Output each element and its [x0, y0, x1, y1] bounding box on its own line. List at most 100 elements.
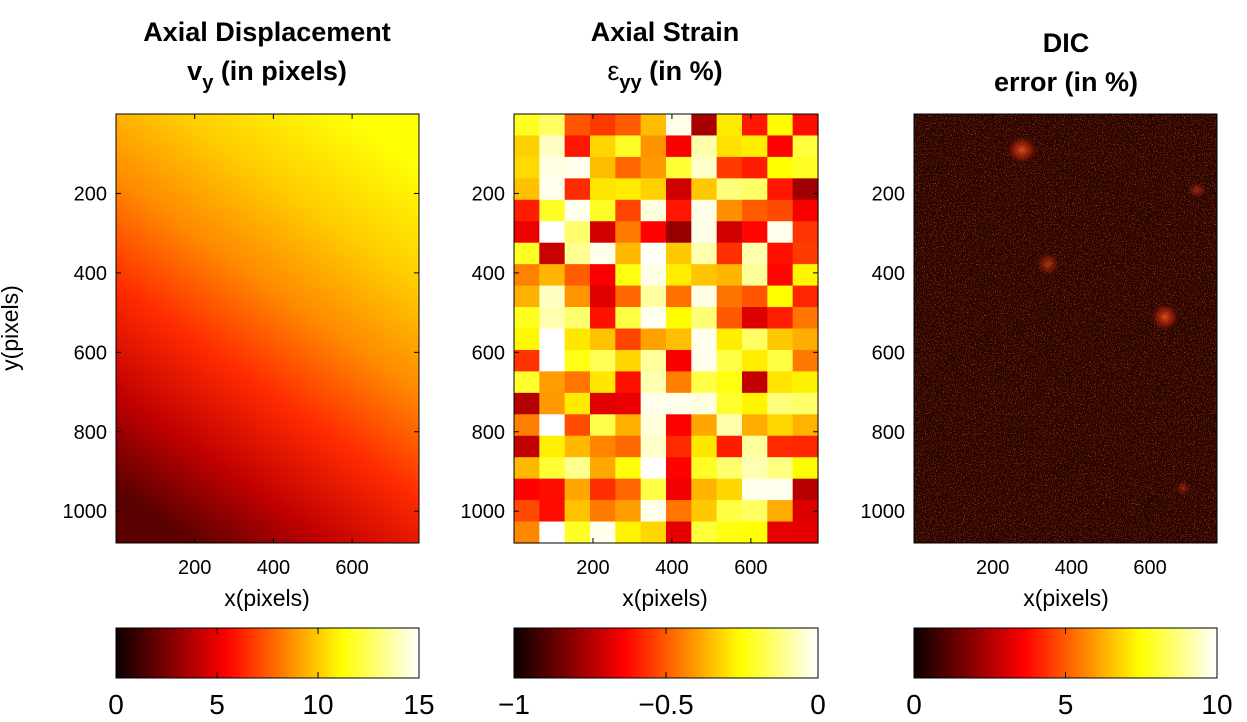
strain-cell	[564, 478, 591, 501]
strain-cell	[767, 478, 794, 501]
strain-cell	[792, 156, 819, 179]
strain-cell	[691, 392, 718, 415]
strain-cell	[691, 500, 718, 523]
y-tick-label: 1000	[63, 501, 108, 523]
strain-cell	[767, 285, 794, 308]
y-tick-label: 800	[74, 422, 107, 444]
strain-cell	[564, 521, 591, 544]
strain-cell	[514, 478, 540, 501]
strain-cell	[691, 414, 718, 437]
strain-cell	[564, 414, 591, 437]
strain-cell	[792, 521, 819, 544]
strain-cell	[792, 307, 819, 330]
strain-cell	[742, 521, 768, 544]
strain-cell	[564, 135, 591, 158]
strain-cell	[514, 392, 540, 415]
colorbar-tick-label: −1	[498, 689, 530, 720]
strain-cell	[539, 135, 566, 158]
strain-cell	[564, 221, 591, 244]
strain-cell	[514, 307, 540, 330]
strain-cell	[716, 349, 743, 372]
strain-cell	[767, 371, 794, 394]
strain-cell	[590, 478, 616, 501]
panel1-ylabel: y(pixels)	[0, 285, 23, 371]
strain-cell	[691, 307, 718, 330]
strain-cell	[514, 199, 540, 222]
strain-cell	[590, 392, 616, 415]
strain-cell	[590, 114, 616, 137]
strain-cell	[514, 285, 540, 308]
strain-cell	[564, 285, 591, 308]
panel3-axes-box	[913, 113, 1218, 544]
x-tick-label: 400	[1055, 557, 1088, 579]
strain-cell	[716, 307, 743, 330]
colorbar2-ticks: −1 −0.5 0	[498, 628, 826, 720]
panel-axial-displacement: Axial Displacement vy (in pixels) 200 400…	[0, 17, 435, 720]
strain-cell	[615, 178, 642, 201]
strain-cell	[742, 478, 768, 501]
strain-cell	[564, 500, 591, 523]
strain-cell	[792, 349, 819, 372]
strain-cell	[742, 199, 768, 222]
strain-cell	[640, 500, 667, 523]
strain-cell	[767, 392, 794, 415]
strain-cell	[539, 521, 566, 544]
x-tick-label: 200	[576, 557, 609, 579]
strain-cell	[590, 156, 616, 179]
strain-cell	[742, 414, 768, 437]
strain-cell	[716, 135, 743, 158]
strain-cell	[666, 264, 692, 287]
strain-cell	[640, 392, 667, 415]
strain-cell	[792, 414, 819, 437]
panel2-title-line2: εyy (in %)	[607, 56, 722, 94]
strain-cell	[716, 114, 743, 137]
x-tick-label: 200	[976, 557, 1009, 579]
strain-cell	[716, 478, 743, 501]
strain-cell	[742, 242, 768, 265]
strain-cell	[691, 135, 718, 158]
panel1-ticks: 200 400 600 200 400 600 800 1000	[63, 114, 419, 579]
y-tick-label: 800	[472, 422, 505, 444]
strain-cell	[514, 457, 540, 480]
strain-cell	[564, 435, 591, 458]
strain-cell	[742, 156, 768, 179]
strain-cell	[640, 435, 667, 458]
strain-cell	[615, 135, 642, 158]
y-tick-label: 800	[872, 422, 905, 444]
y-tick-label: 400	[74, 263, 107, 285]
strain-cell	[590, 371, 616, 394]
panel3-title-line1: DIC	[1043, 28, 1090, 58]
strain-cell	[640, 457, 667, 480]
colorbar-tick-label: 5	[1058, 689, 1074, 720]
strain-cell	[666, 435, 692, 458]
strain-cell	[615, 500, 642, 523]
x-tick-label: 400	[257, 557, 290, 579]
strain-cell	[514, 242, 540, 265]
strain-cell	[590, 199, 616, 222]
colorbar1-ticks: 0 5 10 15	[108, 628, 435, 720]
strain-cell	[514, 500, 540, 523]
strain-cell	[514, 521, 540, 544]
strain-cell	[691, 114, 718, 137]
strain-cell	[666, 349, 692, 372]
strain-cell	[539, 156, 566, 179]
strain-cell	[742, 500, 768, 523]
colorbar-strain	[513, 627, 819, 679]
strain-cell	[767, 457, 794, 480]
strain-cell	[767, 242, 794, 265]
strain-cell	[590, 135, 616, 158]
strain-cell	[792, 264, 819, 287]
strain-cell	[539, 435, 566, 458]
strain-cell	[767, 328, 794, 351]
strain-cell	[640, 478, 667, 501]
strain-cell	[716, 457, 743, 480]
strain-cell	[767, 349, 794, 372]
strain-cell	[514, 349, 540, 372]
strain-cell	[640, 114, 667, 137]
colorbar-tick-label: 0	[906, 689, 922, 720]
strain-cell	[640, 156, 667, 179]
strain-cell	[716, 285, 743, 308]
colorbar-tick-label: −0.5	[638, 689, 693, 720]
strain-cell	[716, 328, 743, 351]
